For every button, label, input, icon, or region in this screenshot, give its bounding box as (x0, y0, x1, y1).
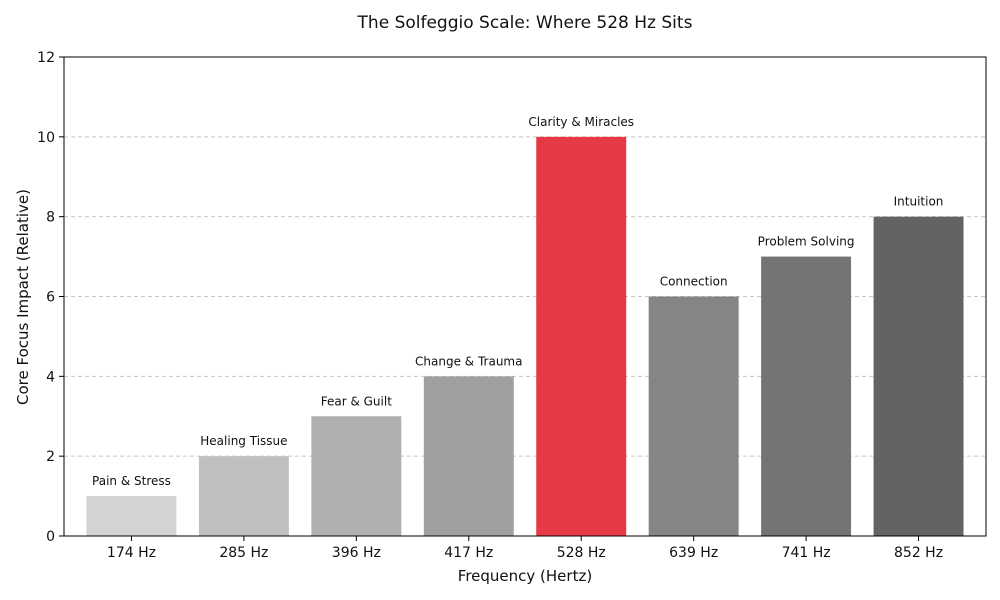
y-tick-label: 12 (37, 50, 55, 66)
bar (198, 456, 289, 536)
x-axis-title: Frequency (Hertz) (458, 567, 592, 585)
y-tick-label: 10 (37, 130, 55, 146)
y-tick-label: 4 (46, 369, 55, 385)
bar (423, 376, 514, 536)
bar-label: Change & Trauma (415, 354, 522, 368)
bar (873, 216, 964, 536)
bar-labels: Pain & Stress Healing Tissue Fear & Guilt C… (92, 115, 943, 488)
x-tick-label: 174 Hz (107, 545, 156, 561)
bar (536, 136, 627, 537)
bar (86, 496, 177, 536)
bar-label: Connection (660, 275, 728, 289)
y-tick-label: 2 (46, 449, 55, 465)
x-tick-label: 417 Hz (444, 545, 493, 561)
y-tick-label: 6 (46, 290, 55, 306)
bars (86, 136, 964, 537)
x-tick-label: 528 Hz (557, 545, 606, 561)
x-tick-label: 852 Hz (894, 545, 943, 561)
bar (311, 416, 402, 536)
bar (761, 256, 852, 536)
x-axis: 174 Hz 285 Hz 396 Hz 417 Hz 528 Hz 639 Hz 741 … (107, 536, 943, 561)
y-axis: 0 2 4 6 8 10 12 (37, 50, 64, 545)
x-tick-label: 639 Hz (669, 545, 718, 561)
y-tick-label: 0 (46, 529, 55, 545)
y-axis-title: Core Focus Impact (Relative) (14, 189, 32, 405)
bar-label: Fear & Guilt (321, 394, 392, 408)
bar-label: Pain & Stress (92, 474, 171, 488)
x-tick-label: 285 Hz (219, 545, 268, 561)
bar (648, 296, 739, 536)
x-tick-label: 396 Hz (332, 545, 381, 561)
bar-label: Intuition (894, 195, 944, 209)
bar-label: Healing Tissue (200, 434, 287, 448)
x-tick-label: 741 Hz (782, 545, 831, 561)
bar-label: Problem Solving (758, 235, 855, 249)
y-tick-label: 8 (46, 210, 55, 226)
bar-label: Clarity & Miracles (528, 115, 634, 129)
chart-title: The Solfeggio Scale: Where 528 Hz Sits (357, 13, 693, 33)
